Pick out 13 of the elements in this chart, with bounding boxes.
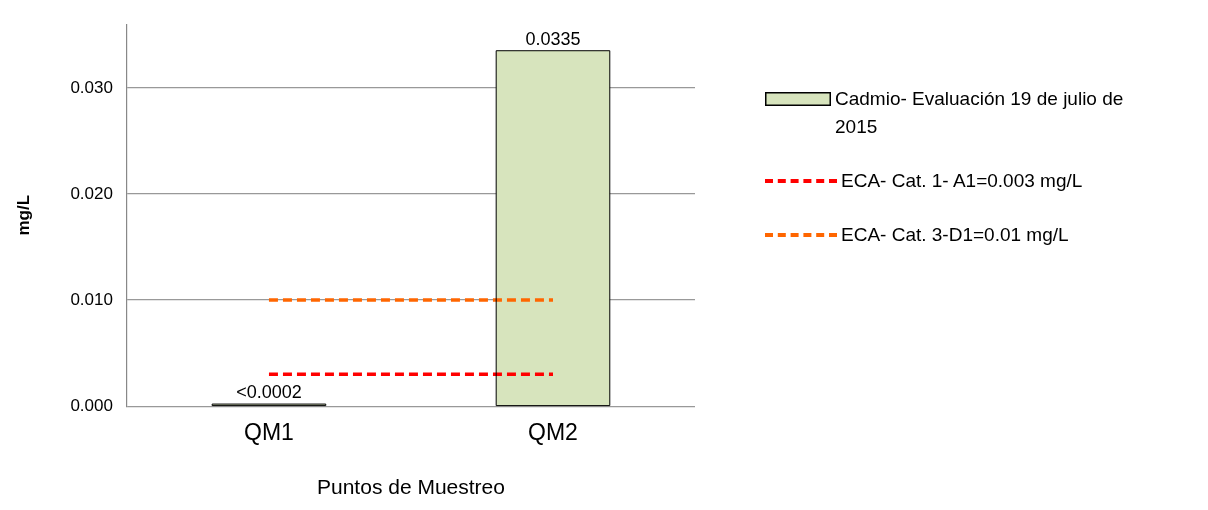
legend-label: ECA- Cat. 3-D1=0.01 mg/L xyxy=(841,223,1069,247)
y-tick-label: 0.030 xyxy=(70,77,113,97)
legend-label: Cadmio- Evaluación 19 de julio de 2015 xyxy=(835,87,1125,139)
legend-label: ECA- Cat. 1- A1=0.003 mg/L xyxy=(841,169,1083,193)
y-tick-label: 0.020 xyxy=(70,183,113,203)
y-tick-label: 0.000 xyxy=(70,395,113,415)
x-tick-label: QM1 xyxy=(244,419,294,446)
data-label: <0.0002 xyxy=(236,382,302,403)
x-axis-title: Puntos de Muestreo xyxy=(316,475,505,499)
y-tick-label: 0.010 xyxy=(70,289,113,309)
data-label: 0.0335 xyxy=(525,28,581,49)
x-tick-label: QM2 xyxy=(528,419,578,446)
y-axis-title: mg/L xyxy=(13,194,33,236)
